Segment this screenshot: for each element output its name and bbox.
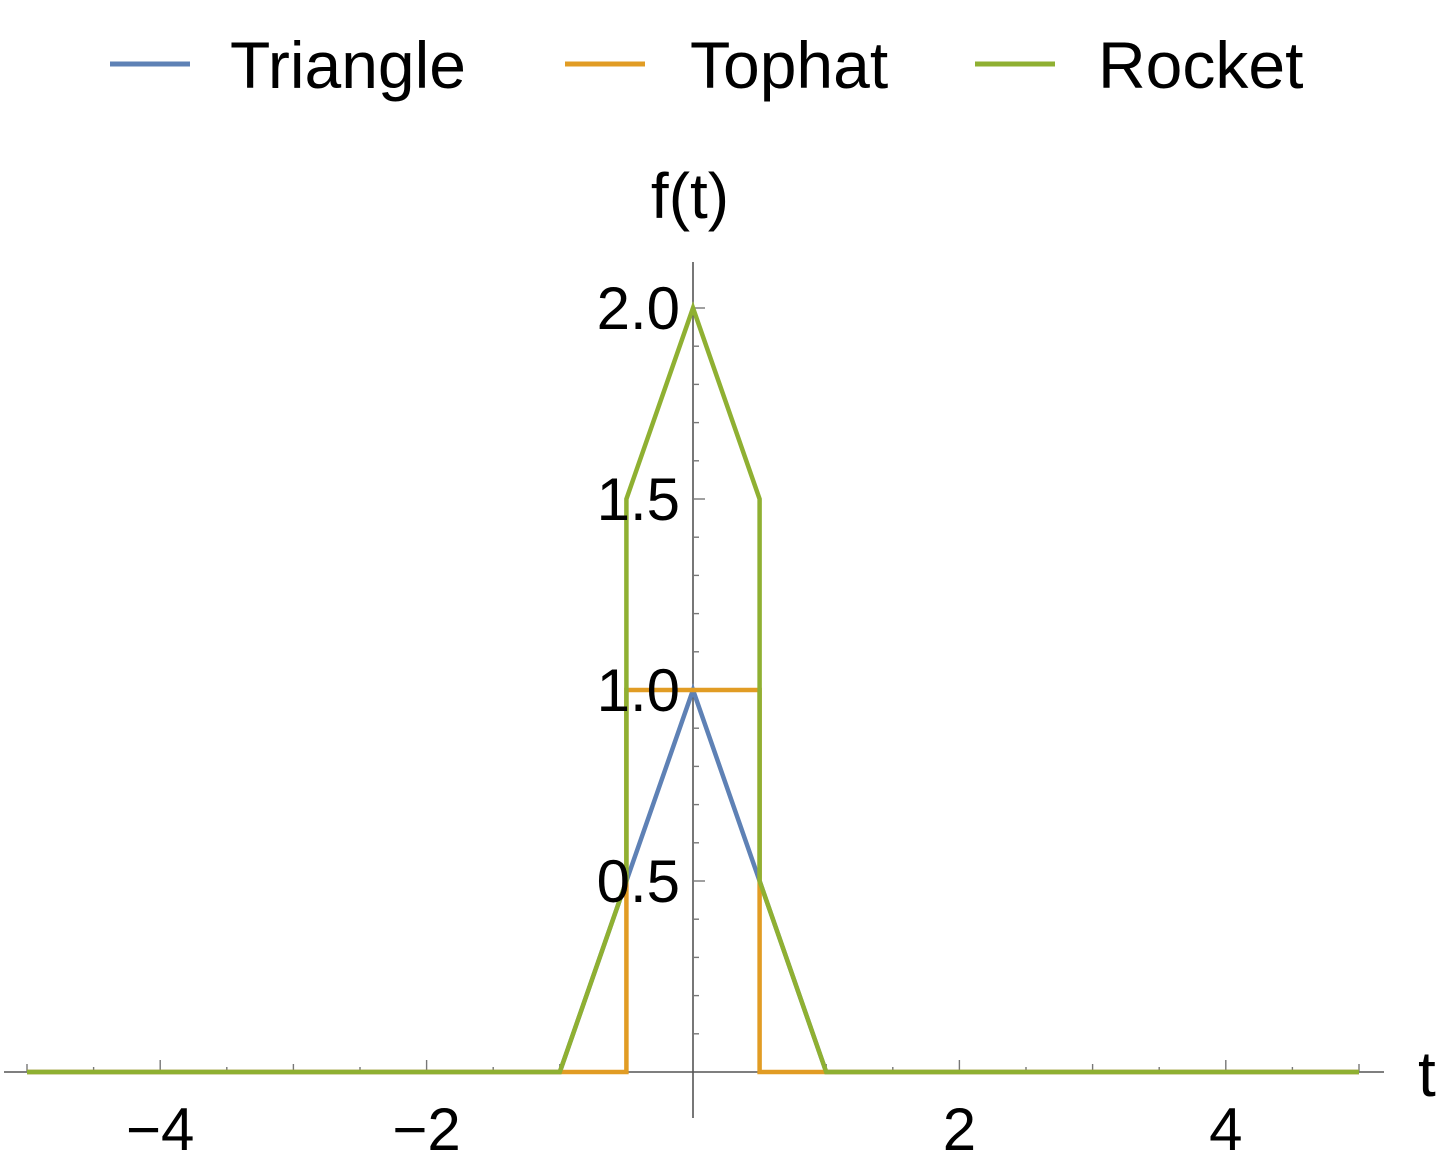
x-tick-label: 4 xyxy=(1209,1096,1242,1163)
x-axis-label: t xyxy=(1418,1038,1436,1110)
legend-item-triangle: Triangle xyxy=(110,28,466,102)
y-tick-label: 0.5 xyxy=(597,848,680,915)
x-tick-label: −4 xyxy=(126,1096,194,1163)
legend-label: Tophat xyxy=(690,28,888,102)
axis-labels: −4 −2 2 4 0.5 1.0 1.5 2.0 t f(t) xyxy=(126,160,1436,1163)
legend: Triangle Tophat Rocket xyxy=(110,28,1303,102)
series-lines xyxy=(27,301,1359,1075)
y-axis-label: f(t) xyxy=(651,160,729,232)
y-tick-label: 1.5 xyxy=(597,466,680,533)
series-line-rocket xyxy=(27,301,1359,1075)
legend-label: Triangle xyxy=(230,28,466,102)
x-tick-label: −2 xyxy=(392,1096,460,1163)
y-tick-label: 1.0 xyxy=(597,657,680,724)
legend-item-rocket: Rocket xyxy=(975,28,1303,102)
x-tick-label: 2 xyxy=(943,1096,976,1163)
legend-label: Rocket xyxy=(1098,28,1303,102)
y-tick-label: 2.0 xyxy=(597,275,680,342)
legend-item-tophat: Tophat xyxy=(565,28,888,102)
